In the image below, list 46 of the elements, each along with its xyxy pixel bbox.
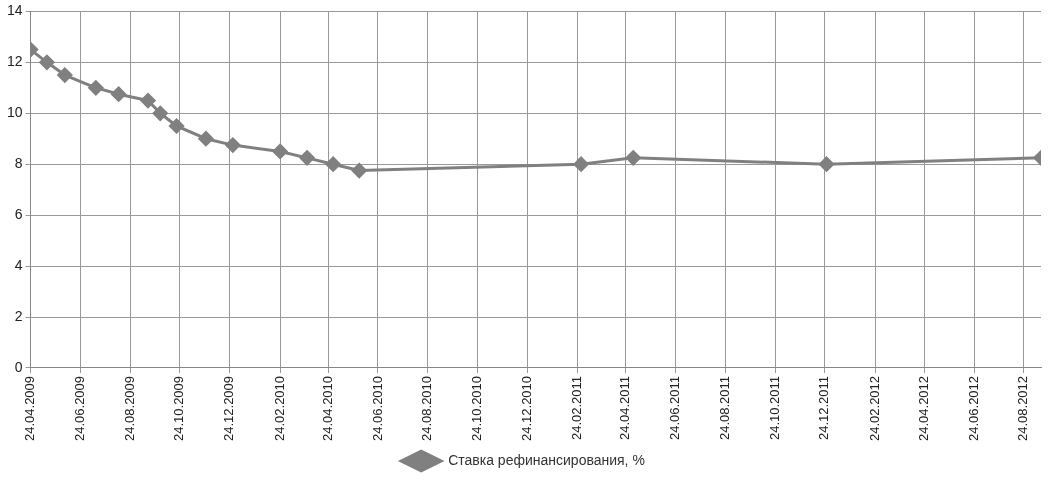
x-tick-label: 24.12.2010: [518, 375, 534, 442]
x-tick-label: 24.04.2010: [319, 375, 335, 442]
point: [272, 143, 288, 159]
point: [299, 150, 315, 166]
y-tick-label: 4: [14, 256, 23, 273]
point: [39, 54, 55, 70]
y-tick-label: 10: [6, 104, 23, 121]
legend-label: Ставка рефинансирования, %: [448, 451, 645, 468]
point: [88, 80, 104, 96]
y-tick-label: 8: [14, 155, 23, 172]
y-tick-label: 14: [6, 2, 23, 19]
point: [625, 150, 641, 166]
x-tick-label: 24.06.2009: [71, 375, 87, 442]
x-tick-label: 24.08.2010: [419, 375, 435, 442]
point: [57, 67, 73, 83]
x-tick-label: 24.12.2009: [221, 375, 237, 442]
x-tick-label: 24.04.2009: [22, 375, 38, 442]
point: [573, 156, 589, 172]
x-tick-label: 24.10.2010: [469, 375, 485, 442]
point: [198, 131, 214, 147]
point: [819, 156, 835, 172]
x-tick-label: 24.08.2011: [716, 375, 732, 441]
x-tick-label: 24.12.2011: [816, 375, 832, 441]
x-tick-label: 24.04.2011: [617, 375, 633, 441]
x-tick-label: 24.10.2011: [766, 375, 782, 441]
point: [351, 163, 367, 179]
point: [225, 137, 241, 153]
x-tick-label: 24.08.2009: [121, 375, 137, 442]
x-tick-label: 24.02.2010: [271, 375, 287, 442]
y-tick-label: 0: [14, 358, 23, 375]
y-tick-label: 2: [14, 307, 23, 324]
x-tick-label: 24.10.2009: [171, 375, 187, 442]
point: [140, 93, 156, 109]
x-tick-label: 24.08.2012: [1015, 375, 1031, 442]
x-tick-label: 24.02.2012: [867, 375, 883, 442]
x-tick-label: 24.02.2011: [569, 375, 585, 441]
x-tick-label: 24.06.2010: [369, 375, 385, 442]
x-tick-label: 24.04.2012: [915, 375, 931, 442]
point: [111, 86, 127, 102]
x-tick-label: 24.06.2012: [965, 375, 981, 442]
x-tick-label: 24.06.2011: [667, 375, 683, 441]
y-tick-label: 6: [14, 205, 23, 222]
point: [169, 118, 185, 134]
point: [325, 156, 341, 172]
point: [152, 105, 168, 121]
y-tick-label: 12: [6, 53, 23, 70]
